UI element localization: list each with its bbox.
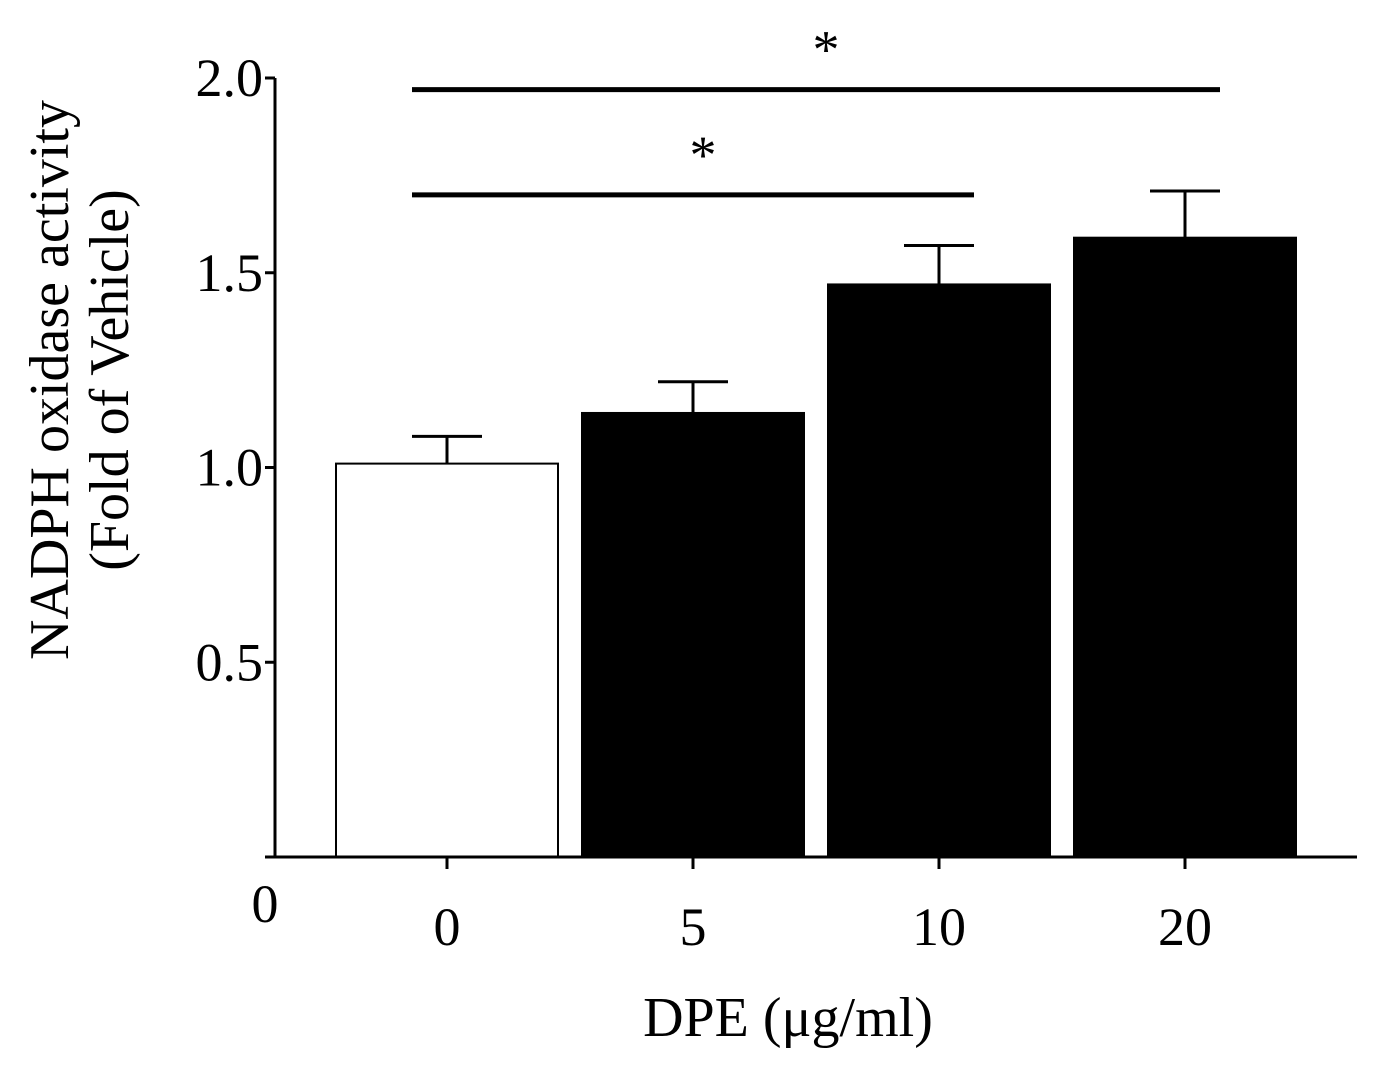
y-axis-title-line1: NADPH oxidase activity [19,100,81,660]
y-tick-label: 0.5 [196,632,264,692]
y-axis-title: NADPH oxidase activity (Fold of Vehicle) [19,100,141,660]
significance-star: * [813,20,840,80]
x-tick-label: 20 [1158,897,1212,957]
bar-10 [827,283,1051,858]
significance-star: * [690,125,717,185]
y-axis-ticks: 0.5 1.0 1.5 2.0 [196,48,275,692]
x-tick-label: 5 [680,897,707,957]
origin-label: 0 [252,874,279,934]
y-axis-title-line2: (Fold of Vehicle) [79,189,141,571]
y-tick-label: 2.0 [196,48,264,108]
y-tick-label: 1.5 [196,243,264,303]
x-axis-title: DPE (μg/ml) [643,987,933,1049]
bars [335,189,1297,858]
bar-20 [1073,236,1297,858]
bar-5 [581,411,805,858]
x-tick-label: 0 [434,897,461,957]
x-tick-label: 10 [912,897,966,957]
bar-0 [335,462,559,858]
significance-brackets: ** [412,20,1220,198]
y-tick-label: 1.0 [196,438,264,498]
x-axis-ticks: 0 5 10 20 [434,857,1212,957]
